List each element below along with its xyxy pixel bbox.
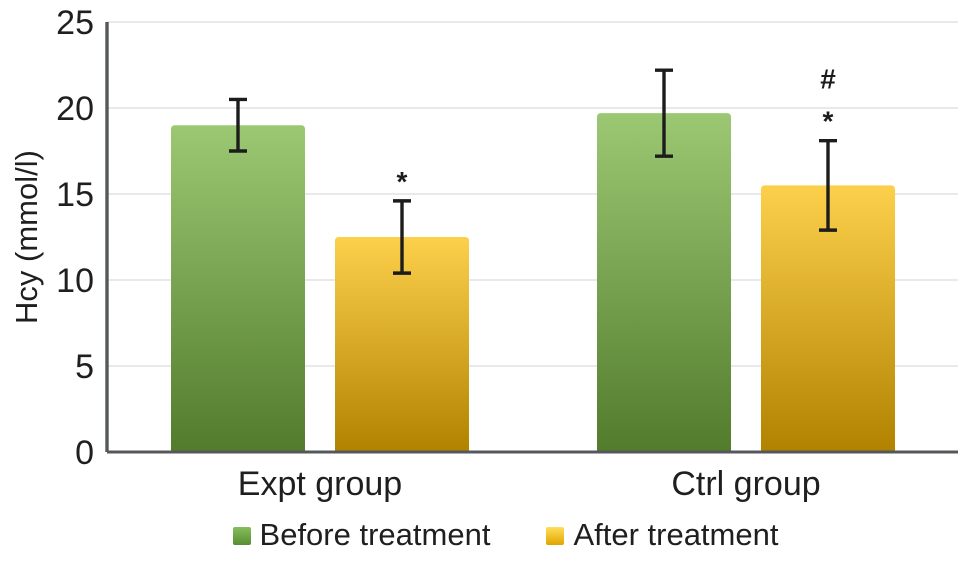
legend-label-after-treatment: After treatment: [573, 517, 779, 552]
y-tick-label-20: 20: [56, 90, 94, 128]
bar-before-treatment-ctrl-group: [597, 113, 731, 452]
legend-label-before-treatment: Before treatment: [259, 517, 491, 552]
bar-after-treatment-ctrl-group: [761, 185, 895, 452]
y-tick-label-10: 10: [56, 262, 94, 300]
annotation-star-expt-group: *: [397, 166, 408, 197]
legend-item-after-treatment: After treatment: [546, 517, 778, 553]
legend: Before treatment After treatment: [21, 517, 969, 553]
x-axis-label-ctrl-group: Ctrl group: [671, 465, 820, 503]
annotation-star-ctrl-group: *: [823, 106, 834, 137]
y-tick-label-25: 25: [56, 4, 94, 42]
legend-swatch-before-treatment-icon: [232, 527, 251, 545]
annotation-hash-ctrl-group: #: [820, 64, 836, 95]
bar-before-treatment-expt-group: [171, 125, 305, 452]
y-tick-label-0: 0: [75, 434, 94, 472]
y-tick-label-5: 5: [75, 348, 94, 386]
legend-swatch-after-treatment-icon: [546, 527, 565, 545]
y-tick-label-15: 15: [56, 176, 94, 214]
legend-item-before-treatment: Before treatment: [232, 517, 491, 553]
y-axis-title: Hcy (mmol/l): [9, 150, 44, 324]
bar-after-treatment-expt-group: [335, 237, 469, 452]
x-axis-label-expt-group: Expt group: [238, 465, 402, 503]
